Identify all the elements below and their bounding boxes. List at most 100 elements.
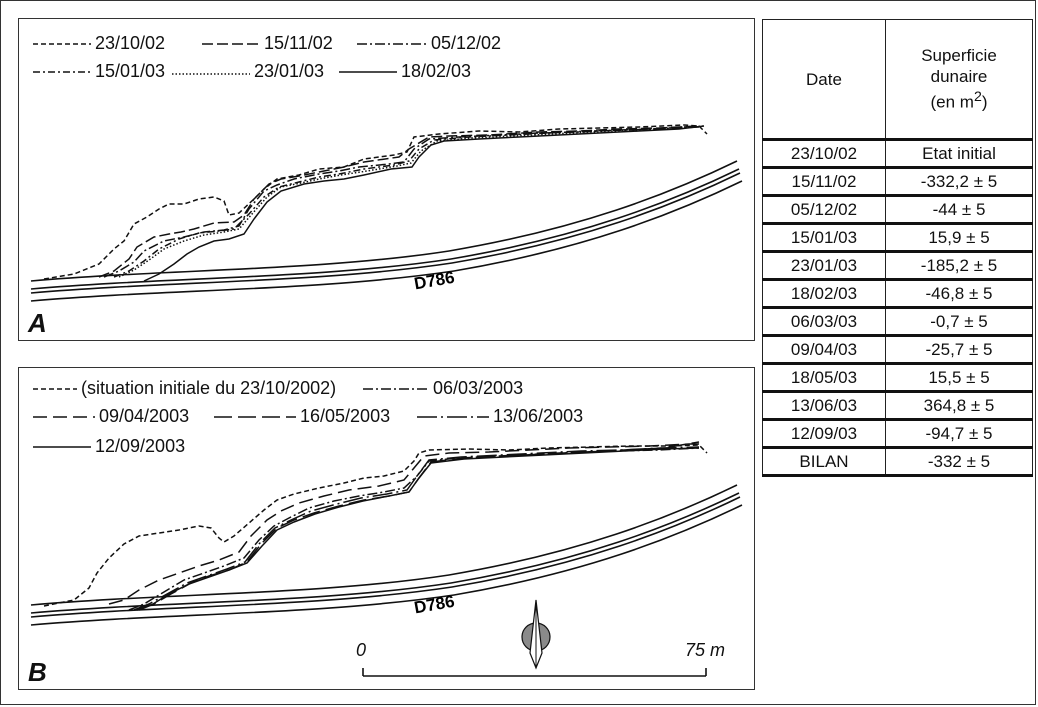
legend-line-swatch [363,387,429,390]
area-header-line3: (en m [930,92,974,112]
profile-b-13-06-2003 [133,446,700,611]
area-header-superscript: 2 [973,89,982,106]
column-header-date: Date [762,19,886,141]
dune-area-table: Date Superficie dunaire (en m2) 23/10/02… [762,19,1033,477]
legend-item: 15/01/03 [33,61,165,82]
legend-line-swatch [33,70,91,73]
date-cell: 12/09/03 [762,419,886,449]
panel-b-dune-profiles: D786 (situation initiale du 23/10/2002) [18,367,755,690]
profile-b-06-03-2003 [128,447,700,611]
legend-line-swatch [33,415,95,418]
table-row: 13/06/03 364,8 ± 5 [762,391,1033,421]
table-row: 15/11/02 -332,2 ± 5 [762,167,1033,197]
legend-item: 18/02/03 [339,61,471,82]
legend-item: 13/06/2003 [417,406,583,427]
area-header-close: ) [981,92,988,112]
profile-a-23-01-03 [118,125,705,278]
scale-end-label: 75 m [685,640,726,660]
area-cell: 15,9 ± 5 [885,223,1033,253]
area-header-line1: Superficie [921,46,997,66]
legend-item: 12/09/2003 [33,436,185,457]
table-row: 05/12/02 -44 ± 5 [762,195,1033,225]
table-header-row: Date Superficie dunaire (en m2) [762,19,1033,141]
panel-b-road [30,484,743,626]
area-header-line2: dunaire [930,67,988,87]
profile-a-18-02-03 [143,125,705,282]
area-cell: 15,5 ± 5 [885,363,1033,393]
panel-a-road-label: D786 [413,268,456,294]
profile-b-situation-initiale [43,444,708,607]
panel-b-road-label: D786 [413,592,456,618]
panel-a-drawing: D786 [30,124,743,302]
date-cell: 23/01/03 [762,251,886,281]
table-row: 18/02/03 -46,8 ± 5 [762,279,1033,309]
legend-line-swatch [33,42,91,45]
profile-b-16-05-2003 [138,441,700,611]
legend-label: 23/01/03 [254,61,325,81]
column-header-area: Superficie dunaire (en m2) [885,19,1033,141]
table-row: 15/01/03 15,9 ± 5 [762,223,1033,253]
legend-label: (situation initiale du 23/10/2002) [81,378,337,398]
profile-a-15-11-02 [98,125,700,278]
table-row: 12/09/03 -94,7 ± 5 [762,419,1033,449]
legend-item: 06/03/2003 [363,378,523,399]
date-cell: 23/10/02 [762,139,886,169]
legend-line-swatch [202,42,260,45]
area-cell: -332 ± 5 [885,447,1033,477]
panel-a-road [30,160,743,302]
legend-line-swatch [357,42,427,45]
north-arrow-icon [521,599,551,670]
legend-line-swatch [214,415,296,418]
table-row: BILAN -332 ± 5 [762,447,1033,477]
panel-a-letter: A [28,308,47,338]
table-row: 23/01/03 -185,2 ± 5 [762,251,1033,281]
date-cell: BILAN [762,447,886,477]
legend-item: 16/05/2003 [214,406,390,427]
area-cell: -332,2 ± 5 [885,167,1033,197]
table-row: 18/05/03 15,5 ± 5 [762,363,1033,393]
legend-line-swatch [172,72,250,75]
table-row: 09/04/03 -25,7 ± 5 [762,335,1033,365]
date-cell: 06/03/03 [762,307,886,337]
date-cell: 05/12/02 [762,195,886,225]
legend-line-swatch [33,387,77,390]
area-cell: Etat initial [885,139,1033,169]
legend-item: 23/10/02 [33,33,165,54]
legend-line-swatch [33,445,91,448]
date-cell: 18/02/03 [762,279,886,309]
legend-label: 23/10/02 [95,33,166,53]
legend-line-swatch [417,415,489,418]
date-cell: 15/11/02 [762,167,886,197]
profile-a-15-01-03 [113,125,700,278]
legend-item: 09/04/2003 [33,406,189,427]
legend-item: 05/12/02 [357,33,501,54]
date-cell: 15/01/03 [762,223,886,253]
panel-b-drawing: D786 [30,441,743,677]
table-row: 06/03/03 -0,7 ± 5 [762,307,1033,337]
legend-item: 23/01/03 [172,61,324,82]
scale-bar [362,668,707,677]
legend-label: 09/04/2003 [99,406,190,426]
legend-label: 13/06/2003 [493,406,584,426]
area-cell: -44 ± 5 [885,195,1033,225]
legend-label: 05/12/02 [431,33,502,53]
legend-item: 15/11/02 [202,33,333,54]
profile-b-09-04-2003 [108,443,699,605]
panel-a-dune-profiles: D786 23/10/02 15/11/02 05/12/02 15/01/03 [18,18,755,341]
legend-label: 12/09/2003 [95,436,186,456]
table-row: 23/10/02 Etat initial [762,139,1033,169]
date-cell: 09/04/03 [762,335,886,365]
profile-a-23-10-02 [43,124,708,280]
legend-item: (situation initiale du 23/10/2002) [33,378,336,399]
legend-label: 16/05/2003 [300,406,391,426]
area-cell: -0,7 ± 5 [885,307,1033,337]
panel-b-letter: B [28,657,47,687]
legend-line-swatch [339,70,397,73]
area-cell: -25,7 ± 5 [885,335,1033,365]
area-cell: -185,2 ± 5 [885,251,1033,281]
area-cell: -94,7 ± 5 [885,419,1033,449]
profile-b-12-09-2003 [136,447,700,611]
legend-label: 06/03/2003 [433,378,524,398]
area-cell: 364,8 ± 5 [885,391,1033,421]
